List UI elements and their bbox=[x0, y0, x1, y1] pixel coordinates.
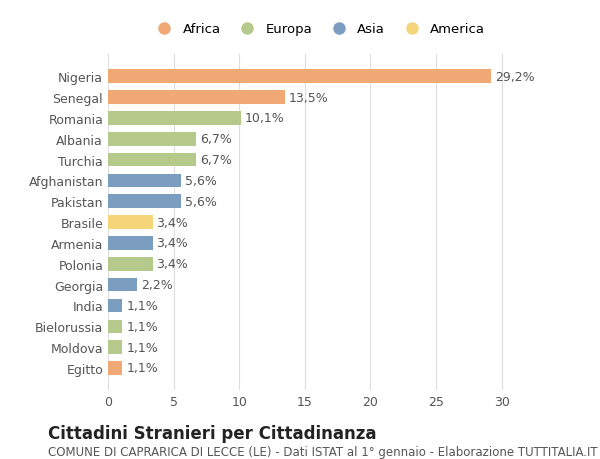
Bar bbox=[108, 70, 491, 84]
Bar bbox=[108, 112, 241, 125]
Text: Cittadini Stranieri per Cittadinanza: Cittadini Stranieri per Cittadinanza bbox=[48, 425, 377, 442]
Text: 2,2%: 2,2% bbox=[141, 279, 173, 291]
Bar bbox=[108, 361, 122, 375]
Text: 3,4%: 3,4% bbox=[157, 216, 188, 229]
Text: 1,1%: 1,1% bbox=[127, 362, 158, 375]
Bar bbox=[108, 91, 285, 105]
Text: 10,1%: 10,1% bbox=[245, 112, 284, 125]
Bar bbox=[108, 299, 122, 313]
Bar bbox=[108, 153, 196, 167]
Bar bbox=[108, 216, 152, 230]
Bar bbox=[108, 320, 122, 333]
Text: 29,2%: 29,2% bbox=[495, 71, 535, 84]
Text: 6,7%: 6,7% bbox=[200, 133, 232, 146]
Text: 5,6%: 5,6% bbox=[185, 174, 217, 188]
Text: COMUNE DI CAPRARICA DI LECCE (LE) - Dati ISTAT al 1° gennaio - Elaborazione TUTT: COMUNE DI CAPRARICA DI LECCE (LE) - Dati… bbox=[48, 445, 598, 458]
Text: 6,7%: 6,7% bbox=[200, 154, 232, 167]
Text: 3,4%: 3,4% bbox=[157, 237, 188, 250]
Text: 1,1%: 1,1% bbox=[127, 320, 158, 333]
Bar bbox=[108, 257, 152, 271]
Text: 13,5%: 13,5% bbox=[289, 91, 329, 104]
Text: 3,4%: 3,4% bbox=[157, 257, 188, 271]
Bar bbox=[108, 133, 196, 146]
Legend: Africa, Europa, Asia, America: Africa, Europa, Asia, America bbox=[146, 18, 490, 42]
Bar bbox=[108, 237, 152, 250]
Bar bbox=[108, 195, 181, 208]
Text: 5,6%: 5,6% bbox=[185, 196, 217, 208]
Text: 1,1%: 1,1% bbox=[127, 299, 158, 312]
Bar bbox=[108, 278, 137, 292]
Text: 1,1%: 1,1% bbox=[127, 341, 158, 354]
Bar bbox=[108, 341, 122, 354]
Bar bbox=[108, 174, 181, 188]
